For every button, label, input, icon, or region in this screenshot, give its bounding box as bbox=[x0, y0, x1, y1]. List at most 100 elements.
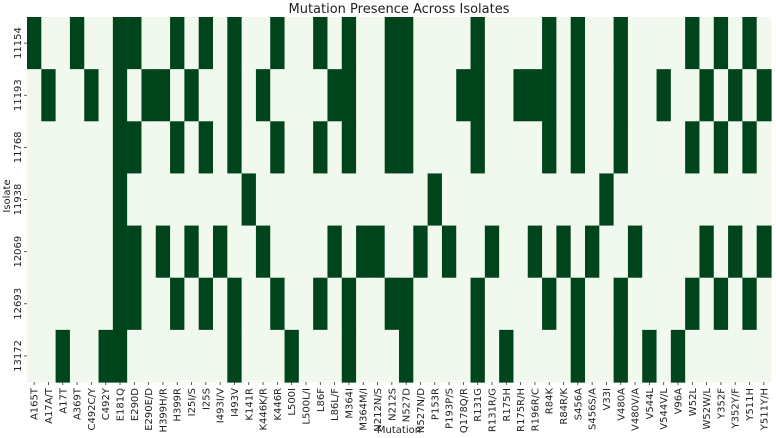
x-tick-label: E181Q bbox=[116, 388, 127, 421]
heatmap-cell bbox=[41, 277, 57, 331]
heatmap-cell bbox=[599, 17, 615, 70]
heatmap-cell bbox=[756, 173, 772, 227]
heatmap-cell bbox=[613, 121, 629, 175]
heatmap-cell bbox=[642, 69, 658, 122]
heatmap-cell bbox=[255, 225, 271, 279]
heatmap-cell bbox=[713, 329, 729, 383]
heatmap-cell bbox=[399, 329, 414, 383]
heatmap-cell bbox=[341, 225, 357, 279]
heatmap-cell bbox=[341, 329, 357, 383]
heatmap-cell bbox=[127, 69, 143, 122]
heatmap-cell bbox=[241, 277, 257, 331]
heatmap-cell bbox=[170, 69, 185, 122]
heatmap-cell bbox=[570, 17, 586, 70]
heatmap-cell bbox=[542, 69, 557, 122]
x-tick-label: P153R bbox=[430, 388, 441, 420]
heatmap-cell bbox=[699, 225, 715, 279]
heatmap-cell bbox=[499, 329, 515, 383]
x-tick-label: I493V bbox=[230, 388, 241, 417]
heatmap-cell bbox=[184, 173, 200, 227]
heatmap-cell bbox=[41, 329, 57, 383]
heatmap-cell bbox=[756, 225, 772, 279]
heatmap-cell bbox=[613, 277, 629, 331]
heatmap-cell bbox=[499, 69, 515, 122]
x-tick-label: R196R/C bbox=[530, 388, 541, 431]
y-axis-label: Isolate bbox=[2, 179, 13, 212]
heatmap-cell bbox=[756, 329, 772, 383]
heatmap-cell bbox=[227, 69, 243, 122]
heatmap-cell bbox=[484, 173, 500, 227]
heatmap-cell bbox=[456, 329, 472, 383]
heatmap-cell bbox=[98, 173, 114, 227]
heatmap-cell bbox=[27, 329, 42, 383]
heatmap-cell bbox=[627, 329, 643, 383]
heatmap-cell bbox=[527, 17, 543, 70]
heatmap-cell bbox=[69, 69, 85, 122]
x-tick-label: Q178Q/R bbox=[459, 388, 470, 433]
heatmap-cell bbox=[742, 173, 758, 227]
heatmap-cell bbox=[599, 173, 615, 227]
heatmap-cell bbox=[399, 69, 414, 122]
heatmap-cell bbox=[255, 17, 271, 70]
heatmap-cell bbox=[127, 17, 143, 70]
heatmap-cell bbox=[98, 121, 114, 175]
heatmap-cell bbox=[41, 121, 57, 175]
heatmap-cell bbox=[627, 173, 643, 227]
heatmap-cell bbox=[585, 173, 600, 227]
heatmap-cell bbox=[599, 225, 615, 279]
heatmap-cell bbox=[84, 225, 100, 279]
heatmap-cell bbox=[155, 121, 171, 175]
heatmap-cell bbox=[227, 121, 243, 175]
heatmap-cell bbox=[198, 173, 214, 227]
heatmap-cell bbox=[127, 225, 143, 279]
heatmap-cell bbox=[98, 225, 114, 279]
heatmap-cell bbox=[513, 173, 529, 227]
heatmap-cell bbox=[527, 225, 543, 279]
heatmap-cell bbox=[41, 69, 57, 122]
x-tick-label: A17T bbox=[58, 387, 69, 414]
x-tick-label: Y352F bbox=[716, 388, 727, 420]
heatmap-cell bbox=[642, 329, 658, 383]
heatmap-cell bbox=[399, 225, 414, 279]
heatmap-cell bbox=[499, 17, 515, 70]
heatmap-cell bbox=[470, 329, 486, 383]
heatmap-cell bbox=[327, 277, 343, 331]
heatmap-cell bbox=[642, 225, 658, 279]
heatmap-cell bbox=[513, 69, 529, 122]
heatmap-cell bbox=[699, 173, 715, 227]
heatmap-cell bbox=[384, 329, 400, 383]
x-tick-label: S456A bbox=[573, 388, 584, 420]
heatmap-cell bbox=[627, 121, 643, 175]
heatmap-cell bbox=[656, 69, 672, 122]
y-tick-label: 11193 bbox=[13, 79, 24, 111]
heatmap-cell bbox=[413, 121, 429, 175]
heatmap-cell bbox=[556, 121, 572, 175]
heatmap-cell bbox=[198, 69, 214, 122]
heatmap-cell bbox=[613, 17, 629, 70]
heatmap-cell bbox=[742, 225, 758, 279]
heatmap-cell bbox=[255, 121, 271, 175]
heatmap-cell bbox=[441, 329, 457, 383]
heatmap-cell bbox=[227, 329, 243, 383]
heatmap-cell bbox=[742, 329, 758, 383]
heatmap-cell bbox=[427, 121, 443, 175]
heatmap-cell bbox=[427, 225, 443, 279]
heatmap-cell bbox=[585, 277, 600, 331]
heatmap-cell bbox=[713, 17, 729, 70]
heatmap-cell bbox=[685, 173, 701, 227]
x-tick-label: P193P/S bbox=[445, 388, 456, 429]
heatmap-cell bbox=[627, 225, 643, 279]
heatmap-cell bbox=[742, 17, 758, 70]
heatmap-cell bbox=[327, 17, 343, 70]
heatmap-cell bbox=[756, 69, 772, 122]
heatmap-cell bbox=[613, 225, 629, 279]
heatmap-cell bbox=[542, 329, 557, 383]
heatmap-cell bbox=[127, 173, 143, 227]
heatmap-cell bbox=[184, 277, 200, 331]
heatmap-cell bbox=[84, 329, 100, 383]
heatmap-cell bbox=[728, 225, 743, 279]
heatmap-cell bbox=[413, 173, 429, 227]
heatmap-cell bbox=[127, 121, 143, 175]
heatmap-cell bbox=[599, 329, 615, 383]
heatmap-cell bbox=[585, 17, 600, 70]
